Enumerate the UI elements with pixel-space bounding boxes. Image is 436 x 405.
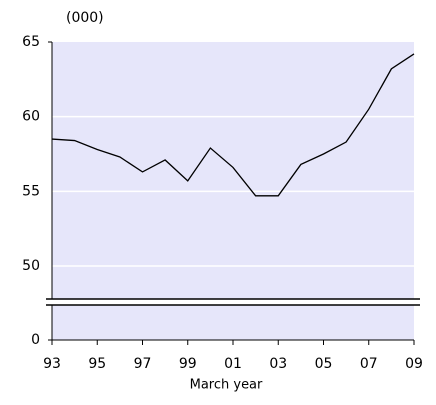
data-line — [51, 53, 415, 197]
x-tick-label: 03 — [269, 356, 287, 372]
x-tick-label: 09 — [405, 356, 423, 372]
axis-break-gap — [46, 299, 420, 305]
x-tick-label: 95 — [88, 356, 106, 372]
y-tick-label: 60 — [22, 109, 40, 125]
x-axis-label: March year — [190, 378, 263, 393]
y-tick-label: 0 — [31, 332, 40, 348]
x-tick-label: 01 — [224, 356, 242, 372]
x-tick-label: 07 — [360, 356, 378, 372]
x-tick-label: 05 — [315, 356, 333, 372]
x-tick-label: 99 — [179, 356, 197, 372]
x-tick-label: 97 — [134, 356, 152, 372]
y-tick-label: 55 — [22, 183, 40, 199]
y-tick-label: 65 — [22, 34, 40, 50]
y-tick-label: 50 — [22, 258, 40, 274]
x-tick-label: 93 — [43, 356, 61, 372]
unit-label: (000) — [66, 10, 104, 26]
